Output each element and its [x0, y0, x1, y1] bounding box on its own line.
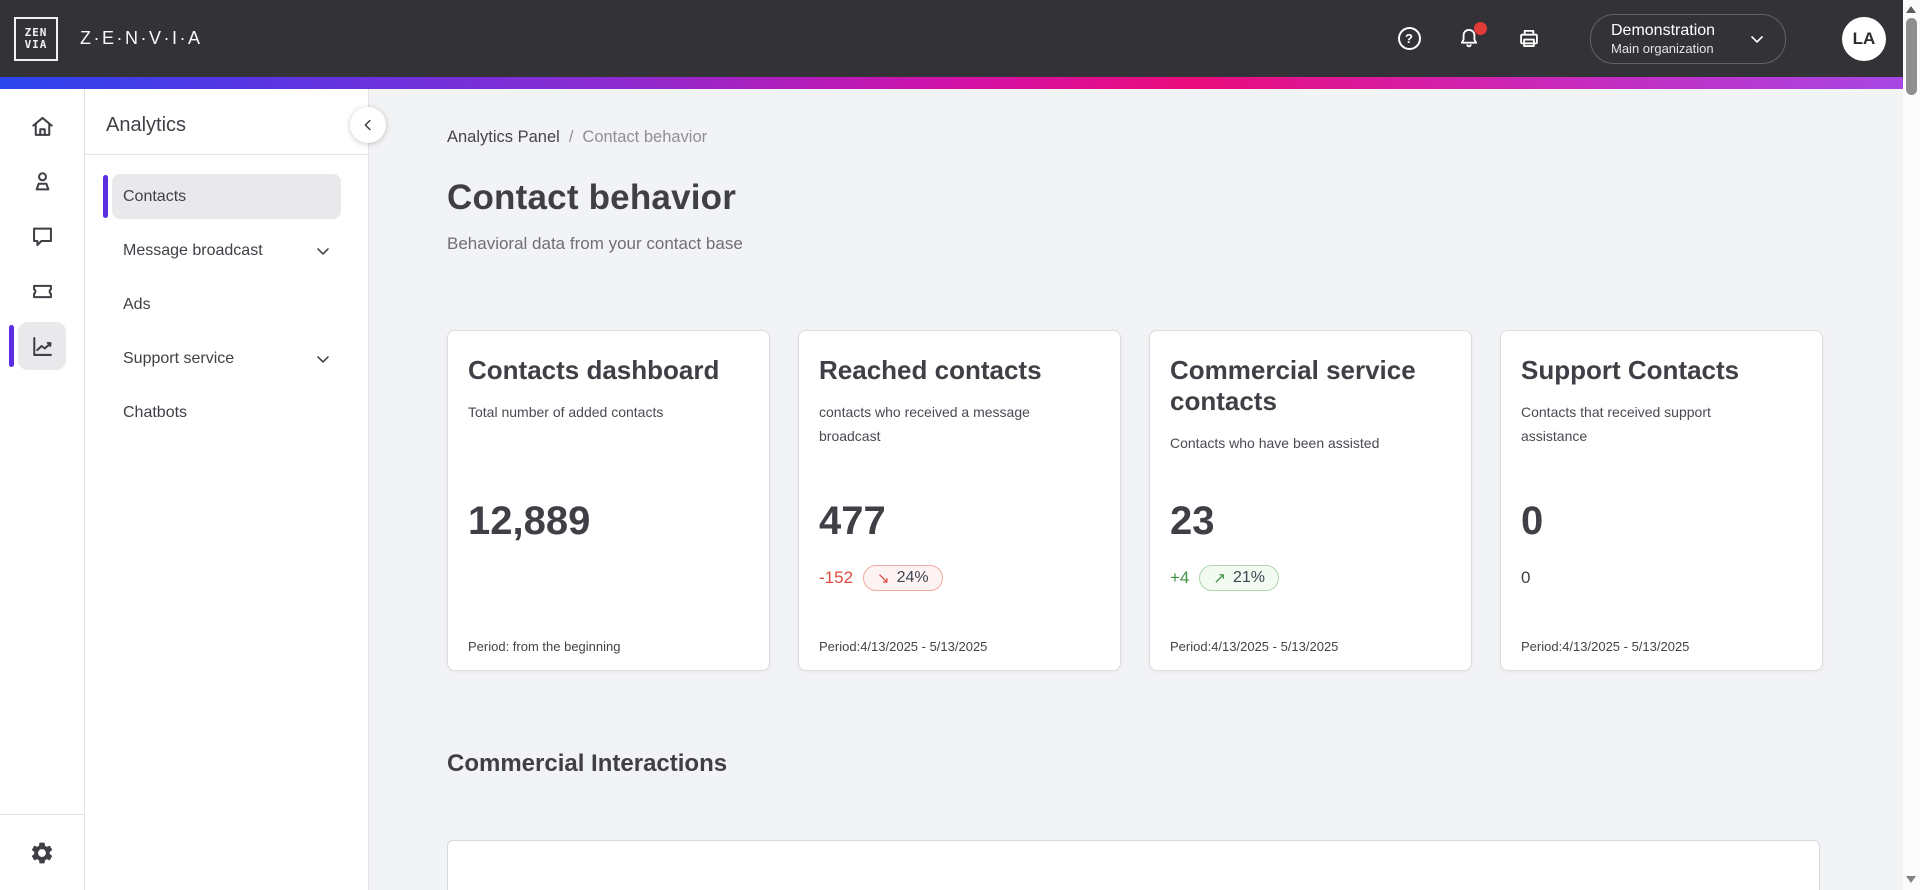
scroll-down-arrow[interactable] [1906, 876, 1916, 883]
card-description: contacts who received a message broadcas… [819, 404, 1030, 444]
scrollbar-thumb[interactable] [1906, 18, 1917, 95]
sidebar-item-contacts[interactable]: Contacts [103, 174, 341, 219]
organization-switcher[interactable]: Demonstration Main organization [1590, 13, 1786, 64]
sidebar-item-label: Ads [123, 295, 151, 313]
chat-bubble-icon [32, 227, 52, 246]
card-contacts-dashboard: Contacts dashboard Total number of added… [447, 330, 770, 671]
trend-percent: 24% [896, 569, 929, 586]
card-delta-row: 0 [1521, 563, 1530, 593]
analytics-chart-icon [32, 336, 52, 356]
sidebar-item-message-broadcast[interactable]: Message broadcast [112, 228, 341, 273]
breadcrumb-separator: / [568, 128, 574, 146]
home-icon [31, 116, 53, 136]
trend-down-arrow-icon: ↘ [877, 570, 890, 587]
chevron-down-icon [1731, 29, 1767, 49]
notification-dot [1474, 21, 1487, 35]
bell-icon [1460, 28, 1478, 47]
help-button[interactable]: ? [1394, 24, 1424, 54]
commercial-interactions-card [447, 840, 1820, 890]
logo-text-top: ZEN [24, 25, 48, 39]
section-title-commercial-interactions: Commercial Interactions [447, 750, 728, 777]
rail-bottom-section [0, 814, 84, 890]
trend-badge-up: ↗ 21% [1199, 565, 1279, 591]
organization-labels: Demonstration Main organization [1611, 21, 1715, 57]
organization-suborg: Main organization [1611, 40, 1714, 56]
card-period: Period:4/13/2025 - 5/13/2025 [819, 639, 988, 654]
printer-icon [1520, 29, 1538, 47]
page-subtitle: Behavioral data from your contact base [447, 234, 743, 253]
page-title: Contact behavior [447, 178, 737, 217]
card-value: 0 [1521, 499, 1544, 543]
topbar-actions: ? Demonstration Main organization [1394, 13, 1886, 64]
card-description: Contacts that received support assistanc… [1521, 404, 1711, 444]
delta-value: -152 [819, 568, 854, 587]
trend-badge-down: ↘ 24% [863, 565, 943, 591]
card-period: Period:4/13/2025 - 5/13/2025 [1170, 639, 1339, 654]
notifications-button[interactable] [1454, 21, 1487, 54]
card-commercial-service-contacts: Commercial service contacts Contacts who… [1149, 330, 1472, 671]
vertical-scrollbar[interactable] [1903, 0, 1920, 890]
trend-percent: 21% [1232, 569, 1265, 586]
rail-item-contacts[interactable] [0, 157, 84, 205]
zenvia-logo-icon: ZEN VIA [14, 16, 58, 61]
card-title: Support Contacts [1521, 355, 1740, 385]
main-content: Analytics Panel / Contact behavior Conta… [369, 89, 1920, 890]
print-button[interactable] [1514, 24, 1544, 54]
sidebar-item-label: Message broadcast [123, 241, 263, 259]
card-title: Reached contacts [819, 355, 1042, 385]
sidebar-divider [85, 154, 368, 155]
sidebar-title: Analytics [106, 114, 187, 136]
card-description: Total number of added contacts [468, 404, 664, 420]
analytics-sidebar: Analytics Contacts Message broadcast Ads… [85, 89, 386, 890]
trend-up-arrow-icon: ↗ [1213, 570, 1226, 587]
breadcrumb: Analytics Panel / Contact behavior [447, 128, 1920, 147]
sidebar-item-label: Support service [123, 349, 235, 367]
rail-item-settings[interactable] [0, 829, 84, 877]
gear-icon [31, 842, 53, 863]
card-value: 12,889 [468, 499, 591, 543]
logo-text-bottom: VIA [24, 37, 48, 51]
delta-value: +4 [1170, 568, 1190, 587]
sidebar-item-label: Contacts [123, 187, 187, 205]
kpi-cards-row: Contacts dashboard Total number of added… [447, 330, 1920, 671]
card-period: Period: from the beginning [468, 639, 621, 654]
card-description: Contacts who have been assisted [1170, 435, 1380, 451]
card-delta-row: +4 ↗ 21% [1170, 563, 1279, 593]
rail-item-tickets[interactable] [0, 267, 84, 315]
rail-item-analytics[interactable] [0, 322, 84, 370]
icon-rail [0, 89, 85, 890]
rail-item-conversations[interactable] [0, 212, 84, 260]
brand-wordmark: Z·E·N·V·I·A [80, 28, 203, 48]
sidebar-item-support-service[interactable]: Support service [112, 336, 341, 381]
card-value: 477 [819, 499, 886, 543]
breadcrumb-current: Contact behavior [582, 128, 708, 146]
card-reached-contacts: Reached contacts contacts who received a… [798, 330, 1121, 671]
help-icon: ? [1397, 27, 1421, 50]
card-support-contacts: Support Contacts Contacts that received … [1500, 330, 1823, 671]
brand-gradient-bar [0, 77, 1920, 89]
chevron-down-icon [313, 349, 333, 369]
top-bar: ZEN VIA Z·E·N·V·I·A ? Demonstration Main… [0, 0, 1920, 77]
organization-name: Demonstration [1611, 21, 1716, 39]
collapse-sidebar-button[interactable] [350, 107, 386, 143]
ticket-icon [32, 284, 52, 298]
sidebar-item-ads[interactable]: Ads [112, 282, 341, 327]
user-avatar[interactable]: LA [1842, 16, 1886, 61]
sidebar-nav: Contacts Message broadcast Ads Support s… [103, 174, 341, 435]
rail-item-home[interactable] [0, 102, 84, 150]
breadcrumb-analytics-panel[interactable]: Analytics Panel [447, 128, 560, 146]
person-icon [35, 171, 49, 190]
card-delta-row: -152 ↘ 24% [819, 563, 943, 593]
delta-value: 0 [1521, 568, 1531, 587]
card-period: Period:4/13/2025 - 5/13/2025 [1521, 639, 1690, 654]
scroll-up-arrow[interactable] [1906, 6, 1916, 13]
sidebar-item-chatbots[interactable]: Chatbots [112, 390, 341, 435]
card-title: Contacts dashboard [468, 355, 720, 385]
sidebar-item-label: Chatbots [123, 403, 188, 421]
chevron-left-icon [364, 119, 371, 131]
chevron-down-icon [313, 241, 333, 261]
card-title: Commercial service contacts [1170, 355, 1416, 416]
card-value: 23 [1170, 499, 1215, 543]
